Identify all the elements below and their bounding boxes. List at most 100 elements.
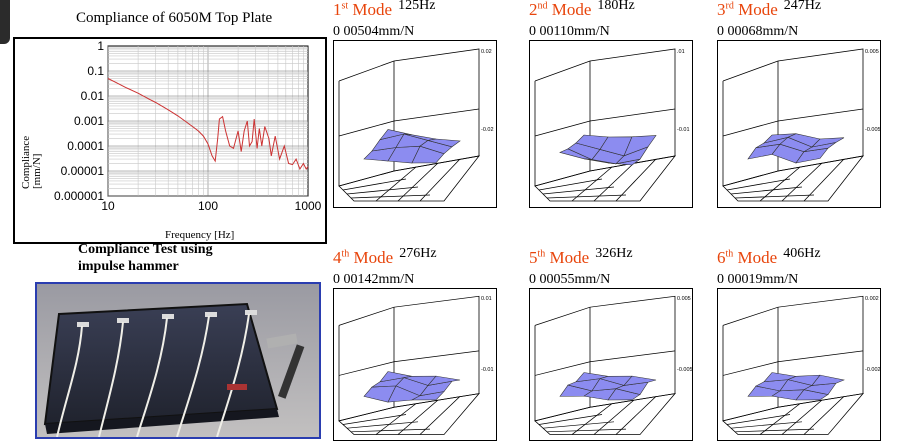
mode-heading: 4th Mode 276Hz	[333, 246, 437, 268]
mode-surface	[559, 372, 657, 401]
z-tick-top: 0.005	[677, 296, 691, 302]
surface-patch	[427, 138, 461, 148]
mode-frequency: 406Hz	[783, 246, 821, 261]
mode-word: Mode	[733, 0, 778, 19]
mode-surface	[363, 129, 461, 164]
plot-frame	[338, 295, 480, 435]
z-tick-top: 0.002	[865, 296, 879, 302]
mode-heading: 1st Mode 125Hz	[333, 0, 435, 20]
mode-shape-plot: 0.01 -0.01	[333, 288, 497, 441]
mode-surface	[747, 133, 845, 164]
chart-title: Compliance of 6050M Top Plate	[76, 10, 273, 26]
mode-shape-svg: .01 -0.01	[534, 48, 690, 202]
corner-tab	[0, 0, 10, 44]
mode-ordinal: 3rd Mode	[717, 0, 778, 19]
mode-number: 1	[333, 0, 342, 19]
z-tick-bottom: -0.02	[481, 127, 494, 133]
mode-ordinal-suffix: th	[537, 248, 546, 260]
z-tick-bottom: -0.01	[481, 367, 494, 373]
mode-shape-plot: .01 -0.01	[529, 40, 693, 208]
y-tick-label: 0.1	[87, 64, 104, 78]
mode-number: 6	[717, 248, 726, 267]
mode-ordinal: 4th Mode	[333, 248, 393, 267]
mode-heading: 5th Mode 326Hz	[529, 246, 633, 268]
surface-patch	[623, 135, 657, 157]
mode-number: 5	[529, 248, 538, 267]
compliance-series-line	[107, 78, 309, 171]
y-tick-label: 0.0001	[67, 139, 104, 153]
mode-surface	[363, 371, 461, 403]
mode-compliance-value: 0 00142mm/N	[333, 272, 415, 287]
surface-patch	[811, 137, 845, 148]
caption-line2: impulse hammer	[78, 259, 179, 274]
mode-word: Mode	[545, 248, 590, 267]
y-tick-label: 0.00001	[61, 164, 105, 178]
x-axis-label: Frequency [Hz]	[165, 229, 234, 241]
z-tick-bottom: -0.005	[677, 367, 692, 373]
mode-shape-plot: 0.02 -0.02	[333, 40, 497, 208]
surface-patch	[623, 375, 657, 386]
surface-patch	[811, 374, 845, 386]
mode-ordinal: 2nd Mode	[529, 0, 591, 19]
mode-number: 2	[529, 0, 538, 19]
mode-surface	[559, 134, 657, 166]
y-axis-label: Compliance [mm/N]	[20, 133, 43, 189]
y-tick-label: 0.001	[74, 114, 104, 128]
mode-word: Mode	[348, 0, 393, 19]
mode-shape-plot: 0.005 -0.005	[717, 40, 881, 208]
x-tick-label: 10	[101, 199, 115, 213]
z-tick-top: .01	[677, 49, 685, 55]
mode-heading: 2nd Mode 180Hz	[529, 0, 635, 20]
z-tick-bottom: -0.01	[677, 127, 690, 133]
mode-heading: 6th Mode 406Hz	[717, 246, 821, 268]
mode-surface	[747, 372, 845, 401]
y-tick-label: 1	[97, 39, 104, 53]
mode-word: Mode	[733, 248, 778, 267]
mode-shape-plot: 0.002 -0.002	[717, 288, 881, 441]
y-axis-label-line2: [mm/N]	[31, 154, 43, 189]
mode-shape-svg: 0.002 -0.002	[722, 295, 881, 435]
mode-ordinal: 5th Mode	[529, 248, 589, 267]
surface-patch	[427, 375, 461, 386]
mode-ordinal-suffix: th	[341, 248, 350, 260]
mode-frequency: 247Hz	[783, 0, 822, 13]
mode-frequency: 180Hz	[597, 0, 635, 13]
mode-shape-svg: 0.01 -0.01	[338, 295, 494, 435]
y-tick-label: 0.01	[81, 89, 105, 103]
mode-ordinal-suffix: th	[725, 248, 734, 260]
mode-ordinal: 1st Mode	[333, 0, 392, 19]
plot-frame	[722, 295, 864, 435]
mode-ordinal-suffix: nd	[537, 0, 548, 12]
plot-frame	[534, 295, 676, 435]
mode-ordinal: 6th Mode	[717, 248, 777, 267]
plot-frame	[338, 48, 480, 202]
plot-frame	[534, 48, 676, 202]
mode-ordinal-suffix: rd	[725, 0, 734, 12]
z-tick-top: 0.02	[481, 49, 492, 55]
plot-frame	[722, 48, 864, 202]
mode-shape-svg: 0.005 -0.005	[534, 295, 693, 435]
mode-compliance-value: 0 00068mm/N	[717, 24, 799, 39]
mode-compliance-value: 0 00019mm/N	[717, 272, 799, 287]
caption-line1: Compliance Test using	[78, 242, 213, 257]
impulse-hammer-photo	[35, 282, 321, 439]
mode-frequency: 125Hz	[398, 0, 436, 13]
x-tick-label: 1000	[295, 199, 322, 213]
mode-frequency: 326Hz	[595, 246, 633, 261]
mode-word: Mode	[349, 248, 394, 267]
mode-frequency: 276Hz	[399, 246, 437, 261]
mode-number: 3	[717, 0, 726, 19]
z-tick-top: 0.01	[481, 296, 492, 302]
photo-drawing	[37, 284, 319, 437]
mode-number: 4	[333, 248, 342, 267]
mode-shape-svg: 0.005 -0.005	[722, 48, 881, 202]
mode-shape-svg: 0.02 -0.02	[338, 48, 494, 202]
photo-caption: Compliance Test using impulse hammer	[78, 241, 213, 275]
mode-heading: 3rd Mode 247Hz	[717, 0, 821, 20]
mode-compliance-value: 0 00504mm/N	[333, 24, 415, 39]
chart-grid	[107, 46, 308, 197]
z-tick-bottom: -0.005	[865, 127, 880, 133]
mode-ordinal-suffix: st	[341, 0, 349, 12]
